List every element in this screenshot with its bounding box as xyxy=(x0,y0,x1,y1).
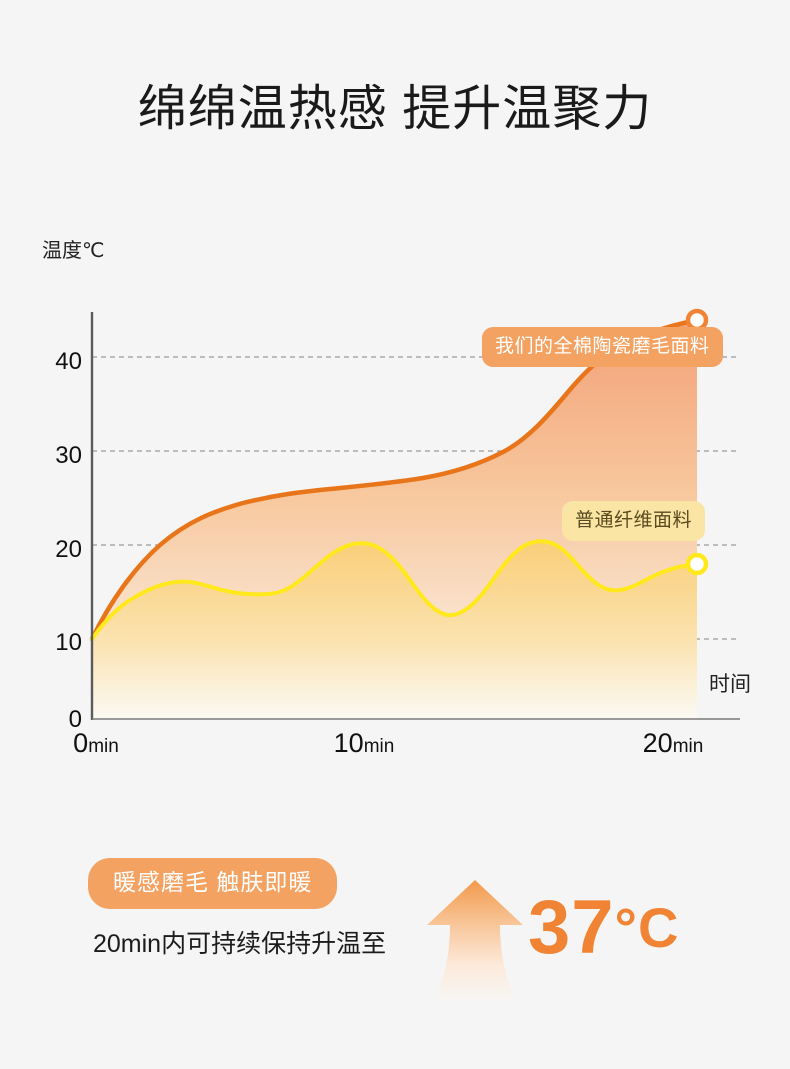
y-axis-title: 温度℃ xyxy=(42,240,105,262)
series-marker-secondary xyxy=(685,552,709,576)
x-tick-20-unit: min xyxy=(672,736,704,757)
plot-area xyxy=(89,308,740,720)
feature-pill: 暖感磨毛 触肤即暖 xyxy=(88,858,338,909)
summary-caption: 20min内可持续保持升温至 xyxy=(93,930,387,958)
y-tick-30: 30 xyxy=(55,442,82,469)
x-tick-20: 20min xyxy=(643,730,704,760)
y-tick-40: 40 xyxy=(55,348,82,375)
x-tick-10: 10min xyxy=(334,730,395,760)
summary-section: 暖感磨毛 触肤即暖 20min内可持续保持升温至 37°C xyxy=(0,840,790,1040)
series-label-primary: 我们的全棉陶瓷磨毛面料 xyxy=(482,327,723,367)
temperature-unit: °C xyxy=(614,896,680,959)
y-axis-ticks: 40 30 20 10 0 xyxy=(20,220,82,800)
temperature-number: 37 xyxy=(528,885,615,970)
temperature-readout: 37°C xyxy=(528,890,679,966)
x-tick-10-value: 10 xyxy=(333,728,364,758)
series-label-secondary: 普通纤维面料 xyxy=(562,501,706,541)
x-tick-0-unit: min xyxy=(88,736,119,757)
page-title: 绵绵温热感 提升温聚力 xyxy=(137,82,653,136)
y-tick-20: 20 xyxy=(55,536,82,563)
arrow-up-icon xyxy=(420,878,530,1003)
series-area-secondary xyxy=(92,541,697,719)
x-tick-20-value: 20 xyxy=(642,728,673,758)
x-tick-0: 0min xyxy=(73,730,119,760)
series-line-secondary xyxy=(90,539,699,641)
x-axis-title: 时间 xyxy=(709,673,751,696)
temperature-chart: 温度℃ 时间 40 30 20 10 0 xyxy=(0,220,790,800)
x-tick-0-value: 0 xyxy=(73,728,89,758)
y-tick-10: 10 xyxy=(55,629,82,656)
y-tick-0: 0 xyxy=(68,706,82,733)
x-tick-10-unit: min xyxy=(363,736,395,757)
